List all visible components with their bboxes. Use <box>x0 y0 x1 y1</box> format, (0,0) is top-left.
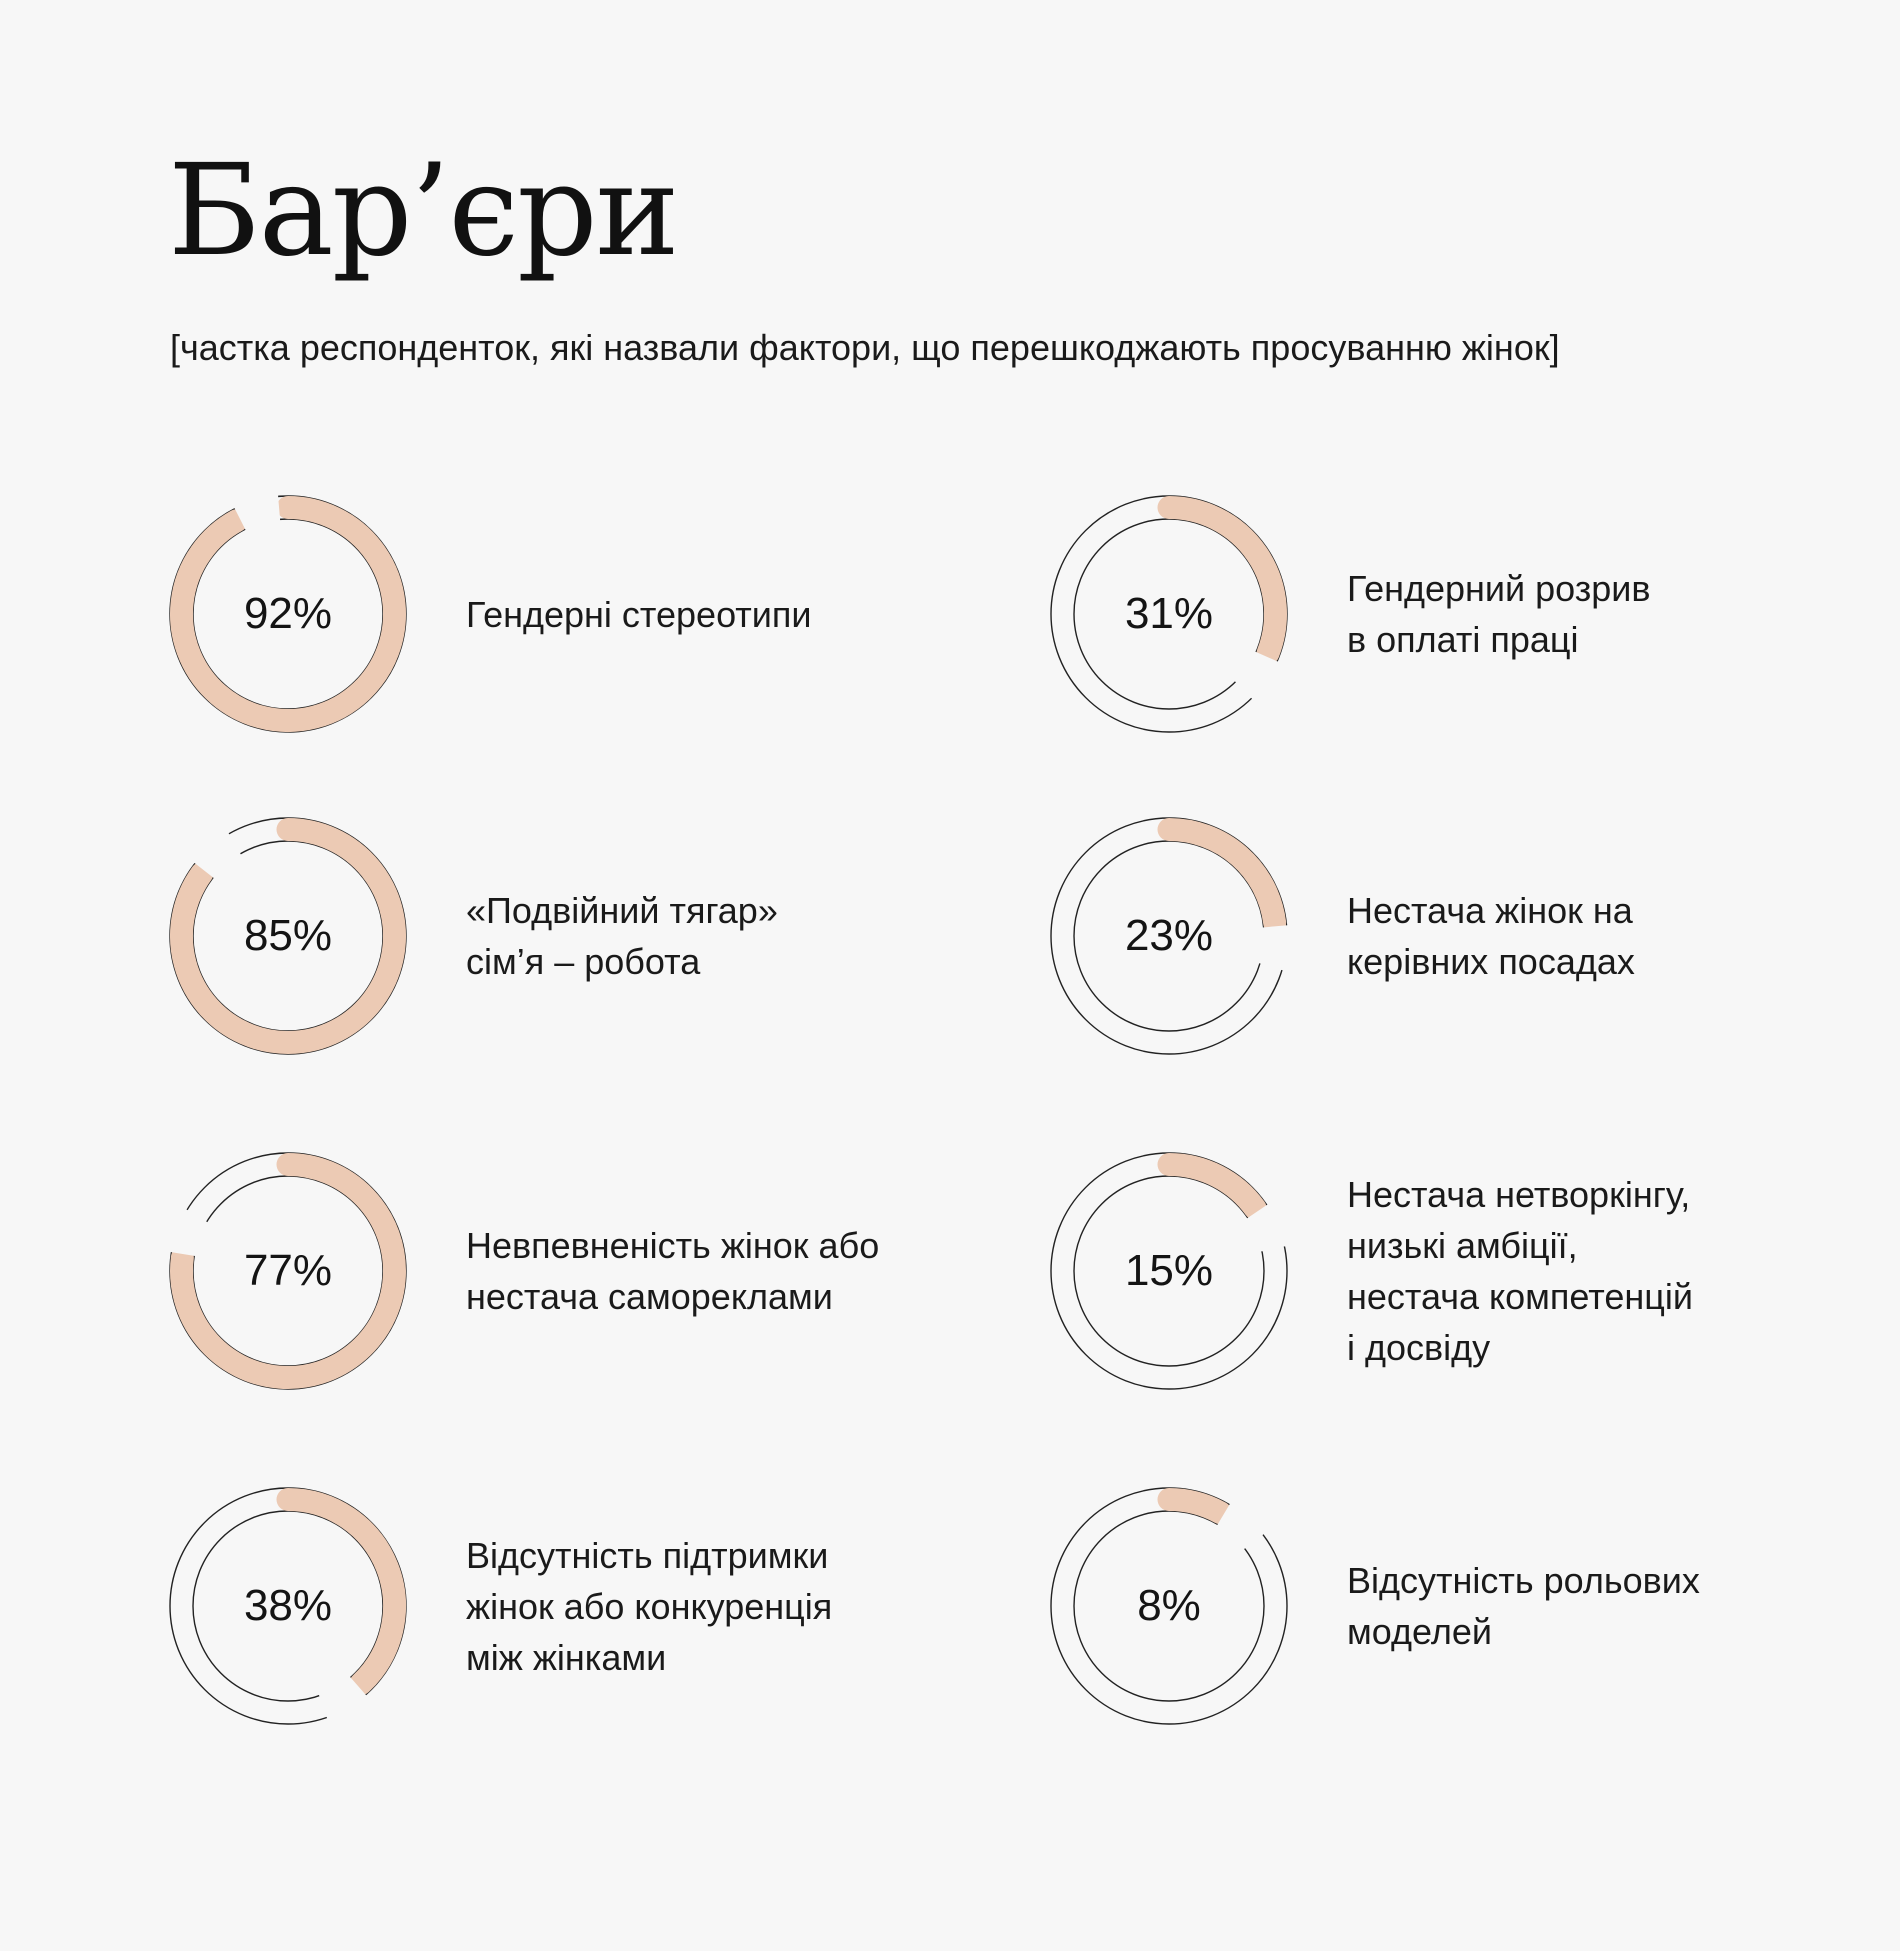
ring-gap <box>1215 1501 1267 1552</box>
percent-label: 23% <box>1124 911 1214 960</box>
barrier-label-line: Гендерні стереотипи <box>466 593 812 635</box>
barrier-label-line: «Подвійний тягар» <box>466 890 778 931</box>
ring-gap <box>191 830 243 881</box>
barrier-item: 8% Відсутність рольових моделей <box>1049 1486 1849 1726</box>
donut-ring <box>169 494 407 733</box>
percent-label: 85% <box>243 911 333 960</box>
barrier-label-line: нестача самореклами <box>466 1276 833 1317</box>
barrier-label-line: і досвіду <box>1347 1327 1491 1368</box>
barrier-label-line: моделей <box>1347 1611 1492 1652</box>
page-subtitle: [частка респонденток, які назвали фактор… <box>170 327 1560 368</box>
progress-arc <box>1157 818 1287 935</box>
ring-gap <box>232 494 281 534</box>
barrier-item: 85% «Подвійний тягар» сім’я – робота <box>168 816 968 1056</box>
barrier-label-line: керівних посадах <box>1347 941 1635 982</box>
barrier-label-line: Нестача жінок на <box>1347 890 1633 931</box>
barrier-label-line: жінок або конкуренція <box>466 1585 833 1627</box>
barrier-label: Гендерні стереотипи <box>466 494 966 734</box>
barrier-item: 31% Гендерний розрив в оплаті праці <box>1049 494 1849 734</box>
barrier-label: «Подвійний тягар» сім’я – робота <box>466 816 966 1056</box>
progress-arc <box>170 496 406 732</box>
donut-ring <box>1050 1487 1288 1725</box>
progress-arc <box>1157 1488 1232 1525</box>
percent-label: 77% <box>243 1246 333 1295</box>
ring-gap <box>1244 1202 1289 1253</box>
progress-arc <box>170 818 406 1054</box>
ring-gap <box>1232 649 1281 702</box>
donut-ring <box>1050 1152 1289 1390</box>
donut-ring <box>1050 817 1289 1055</box>
page-title: Бар’єри <box>168 137 680 284</box>
barrier-item: 92% Гендерні стереотипи <box>168 494 968 734</box>
donut-ring <box>1050 495 1288 733</box>
barrier-label-line: в оплаті праці <box>1347 619 1579 660</box>
barrier-label: Нестача жінок на керівних посадах <box>1347 816 1847 1056</box>
percent-label: 8% <box>1137 1581 1201 1630</box>
barrier-label: Гендерний розрив в оплаті праці <box>1347 494 1847 734</box>
barrier-item: 77% Невпевненість жінок або нестача само… <box>168 1151 968 1391</box>
barrier-label-line: Відсутність рольових <box>1347 1560 1700 1601</box>
barrier-label-line: Невпевненість жінок або <box>466 1225 880 1266</box>
barrier-item: 15% Нестача нетворкінгу, низькі амбіції,… <box>1049 1151 1849 1391</box>
progress-arc <box>276 1488 406 1696</box>
percent-label: 15% <box>1124 1246 1214 1295</box>
barrier-label-line: Нестача нетворкінгу, <box>1347 1174 1691 1215</box>
donut-ring <box>169 817 407 1055</box>
barrier-label-line: сім’я – робота <box>466 941 701 982</box>
progress-arc <box>1157 496 1287 665</box>
barrier-item: 38% Відсутність підтримки жінок або конк… <box>168 1486 968 1726</box>
barrier-label: Відсутність рольових моделей <box>1347 1486 1847 1726</box>
progress-arc <box>170 1153 406 1389</box>
ring-gap <box>168 1207 211 1257</box>
donut-ring <box>168 1152 407 1390</box>
barrier-label-line: нестача компетенцій <box>1347 1276 1693 1317</box>
barrier-label-line: Відсутність підтримки <box>466 1534 829 1576</box>
ring-gap <box>1255 925 1289 972</box>
ring-gap <box>317 1674 369 1722</box>
barrier-label: Відсутність підтримки жінок або конкурен… <box>466 1486 966 1726</box>
barrier-item: 23% Нестача жінок на керівних посадах <box>1049 816 1849 1056</box>
percent-label: 38% <box>243 1581 333 1630</box>
barrier-label: Нестача нетворкінгу, низькі амбіції, нес… <box>1347 1151 1847 1391</box>
donut-ring <box>169 1487 407 1725</box>
barrier-label: Невпевненість жінок або нестача саморекл… <box>466 1151 966 1391</box>
barrier-label-line: Гендерний розрив <box>1347 568 1651 609</box>
barrier-label-line: низькі амбіції, <box>1347 1225 1578 1266</box>
progress-arc <box>1157 1153 1267 1220</box>
barrier-label-line: між жінками <box>466 1636 667 1678</box>
percent-label: 92% <box>243 589 333 638</box>
percent-label: 31% <box>1124 589 1214 638</box>
